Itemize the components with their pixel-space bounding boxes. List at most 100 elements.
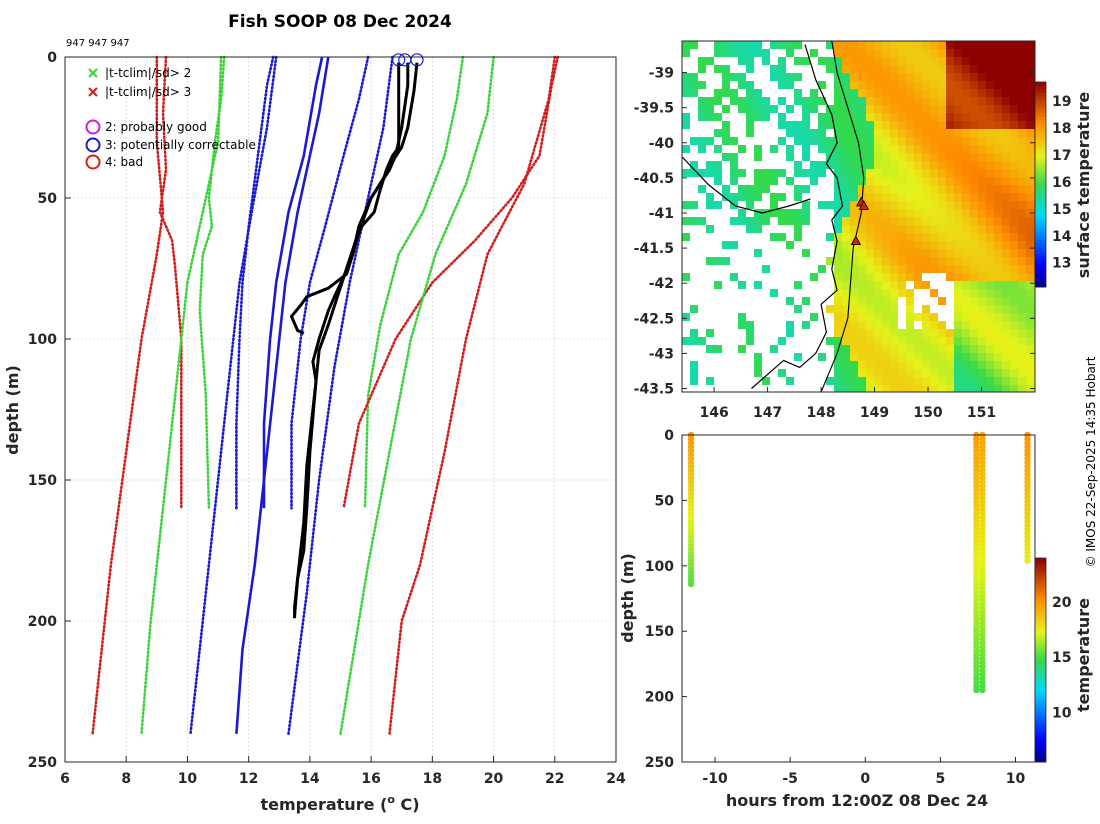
sst-pixel <box>850 57 858 65</box>
sst-pixel <box>906 369 914 377</box>
sst-pixel <box>706 113 714 121</box>
profile-x-tick-label: 20 <box>484 771 504 787</box>
sst-pixel <box>946 241 954 249</box>
sst-pixel <box>1026 193 1034 201</box>
sst-pixel <box>818 161 826 169</box>
sst-pixel <box>930 121 938 129</box>
temperature-colorbar-label: temperature <box>1074 598 1093 712</box>
sst-pixel <box>874 241 882 249</box>
sst-pixel <box>738 57 746 65</box>
sst-pixel <box>1010 329 1018 337</box>
sst-pixel <box>858 129 866 137</box>
sst-pixel <box>770 65 778 73</box>
sst-pixel <box>922 97 930 105</box>
sst-pixel <box>962 113 970 121</box>
sst-pixel <box>874 137 882 145</box>
sst-pixel <box>890 137 898 145</box>
sst-pixel <box>762 177 770 185</box>
profile-series-line <box>158 55 183 510</box>
sst-pixel <box>754 217 762 225</box>
sst-pixel <box>938 241 946 249</box>
profile-series-line <box>290 55 370 510</box>
sst-pixel <box>882 161 890 169</box>
sst-pixel <box>842 377 850 385</box>
sst-pixel <box>898 377 906 385</box>
sst-pixel <box>1002 81 1010 89</box>
sst-pixel <box>802 153 810 161</box>
sst-pixel <box>962 185 970 193</box>
depth-time-point <box>687 580 695 588</box>
sst-pixel <box>1026 321 1034 329</box>
sst-pixel <box>1026 345 1034 353</box>
sst-pixel <box>786 377 794 385</box>
sst-pixel <box>1010 289 1018 297</box>
sst-pixel <box>970 233 978 241</box>
sst-pixel <box>866 281 874 289</box>
sst-pixel <box>946 105 954 113</box>
sst-pixel <box>962 273 970 281</box>
sst-pixel <box>778 121 786 129</box>
sst-pixel <box>946 377 954 385</box>
sst-pixel <box>762 57 770 65</box>
sst-pixel <box>890 385 898 392</box>
sst-pixel <box>978 49 986 57</box>
sst-pixel <box>1018 73 1026 81</box>
sst-pixel <box>850 185 858 193</box>
depth-time-point <box>979 686 986 694</box>
sst-pixel <box>1026 329 1034 337</box>
sst-pixel <box>866 161 874 169</box>
sst-pixel <box>978 233 986 241</box>
sst-pixel <box>754 145 762 153</box>
sst-pixel <box>938 193 946 201</box>
colorbar-segment <box>1035 208 1046 213</box>
sst-pixel <box>874 73 882 81</box>
sst-pixel <box>1018 281 1026 289</box>
sst-pixel <box>786 217 794 225</box>
sst-pixel <box>898 257 906 265</box>
sst-pixel <box>970 169 978 177</box>
map-y-tick-label: -42 <box>649 276 674 292</box>
sst-pixel <box>978 377 986 385</box>
sst-pixel <box>682 145 690 153</box>
colorbar-segment <box>1035 153 1046 158</box>
sst-pixel <box>810 177 818 185</box>
sst-pixel <box>794 161 802 169</box>
sst-pixel <box>922 353 930 361</box>
sst-pixel <box>930 353 938 361</box>
sst-pixel <box>834 105 842 113</box>
sst-pixel <box>1010 145 1018 153</box>
sst-pixel <box>874 193 882 201</box>
sst-pixel <box>834 321 842 329</box>
sst-pixel <box>994 337 1002 345</box>
sst-pixel <box>1018 257 1026 265</box>
sst-pixel <box>882 249 890 257</box>
sst-pixel <box>890 353 898 361</box>
colorbar-segment <box>1035 677 1046 681</box>
sst-pixel <box>818 137 826 145</box>
sst-pixel <box>962 233 970 241</box>
sst-pixel <box>978 97 986 105</box>
sst-pixel <box>994 105 1002 113</box>
sst-pixel <box>930 193 938 201</box>
sst-pixel <box>802 185 810 193</box>
profile-y-tick-label: 0 <box>47 50 57 66</box>
sst-pixel <box>834 385 842 392</box>
sst-pixel <box>946 129 954 137</box>
sst-pixel <box>1018 201 1026 209</box>
sst-pixel <box>922 337 930 345</box>
sst-pixel <box>1026 337 1034 345</box>
sst-pixel <box>834 305 842 313</box>
sst-pixel <box>866 313 874 321</box>
sst-pixel <box>722 241 730 249</box>
sst-pixel <box>890 145 898 153</box>
sst-pixel <box>682 313 690 321</box>
sst-pixel <box>954 97 962 105</box>
sst-pixel <box>1026 137 1034 145</box>
sst-pixel <box>802 57 810 65</box>
sst-pixel <box>690 73 698 81</box>
sst-pixel <box>882 369 890 377</box>
sst-pixel <box>858 121 866 129</box>
sst-pixel <box>874 313 882 321</box>
sst-pixel <box>954 105 962 113</box>
sst-pixel <box>794 305 802 313</box>
